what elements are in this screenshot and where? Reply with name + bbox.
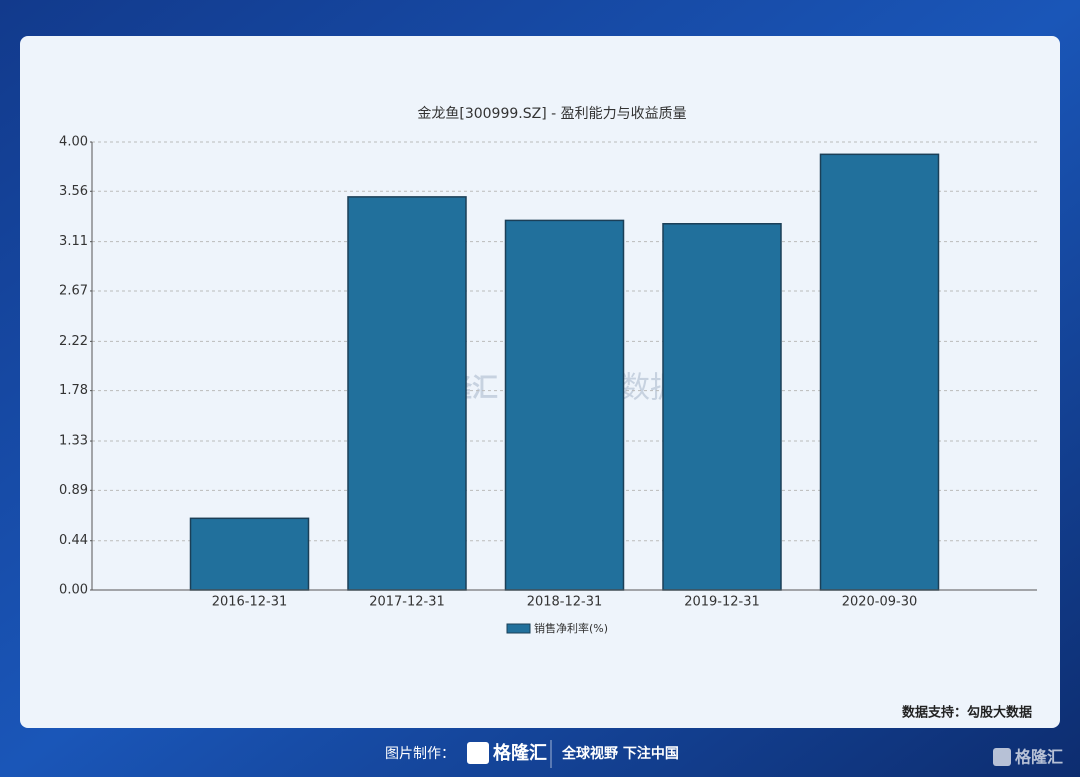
bar [819,153,940,591]
bar [662,223,782,591]
y-tick-label: 1.78 [59,383,88,398]
legend-swatch [506,623,531,634]
x-tick-label: 2017-12-31 [369,595,445,610]
y-tick-label: 1.33 [59,434,88,449]
corner-brand: 格隆汇 [1015,748,1063,767]
legend-label: 销售净利率(%) [534,621,608,635]
y-tick-label: 4.00 [59,135,88,150]
y-tick-label: 3.11 [59,234,88,249]
bar [347,196,467,591]
bar [504,219,625,591]
x-tick-label: 2019-12-31 [684,595,760,610]
footer-brand: 格隆汇 [493,742,547,764]
corner-logo [993,748,1011,766]
x-tick-label: 2020-09-30 [842,595,918,610]
y-tick-label: 0.44 [59,533,88,548]
y-tick-label: 0.00 [59,583,88,598]
x-tick-label: 2016-12-31 [212,595,288,610]
y-tick-label: 2.22 [59,334,88,349]
source: 数据支持：勾股大数据 [902,705,1032,721]
chart-title: 金龙鱼[300999.SZ] - 盈利能力与收益质量 [417,105,686,122]
footer-slogan: 全球视野 下注中国 [561,745,679,762]
y-tick-label: 0.89 [59,483,88,498]
footer-label: 图片制作： [385,746,455,762]
y-tick-label: 3.56 [59,184,88,199]
footer-logo [467,742,489,764]
x-tick-label: 2018-12-31 [527,595,603,610]
bar [189,517,310,591]
y-tick-label: 2.67 [59,283,88,298]
